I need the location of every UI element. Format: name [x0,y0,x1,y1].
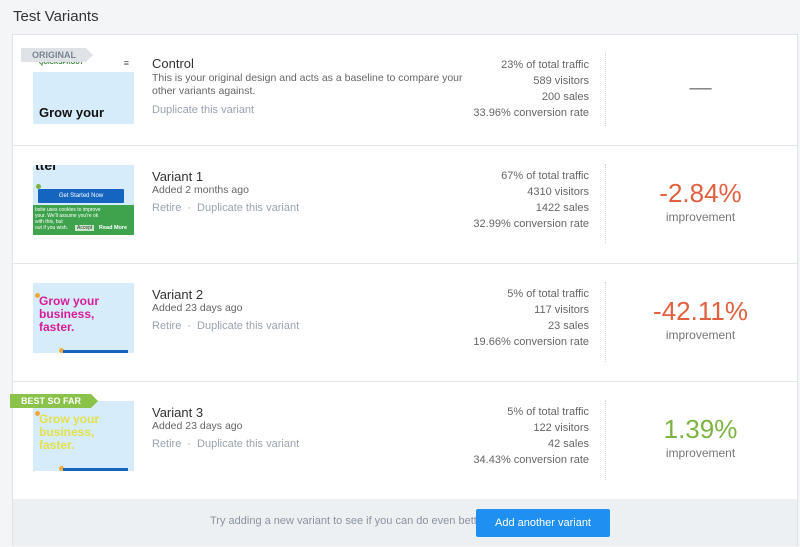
variant-result: -42.11% improvement [608,296,793,342]
link-separator: · [187,320,192,332]
improvement-value: –– [689,77,712,99]
variant-stats: 23% of total traffic 589 visitors 200 sa… [409,57,589,121]
thumb-cookie-text-2: out if you wish. [35,225,69,231]
visitors-stat: 122 visitors [533,422,589,434]
thumb-bar [63,350,128,353]
improvement-value: 1.39% [663,414,738,444]
visitors-stat: 4310 visitors [527,186,589,198]
improvement-value: -2.84% [659,178,742,208]
visitors-stat: 589 visitors [533,75,589,87]
variant-name: Control [152,56,194,71]
thumb-dot [59,348,64,353]
traffic-stat: 67% of total traffic [501,170,589,182]
link-separator: · [187,438,192,450]
improvement-value: -42.11% [653,296,748,326]
traffic-stat: 23% of total traffic [501,59,589,71]
variant-row-control: ORIGINAL QUICKSPROUT ≡ Grow your Control… [13,35,797,146]
variant-result: 1.39% improvement [608,414,793,460]
variant-stats: 5% of total traffic 122 visitors 42 sale… [409,404,589,468]
visitors-stat: 117 visitors [534,304,589,316]
variant-stats: 67% of total traffic 4310 visitors 1422 … [409,168,589,232]
thumb-cta: Get Started Now [38,189,124,203]
variant-row-2: Grow your business, faster. Variant 2 Ad… [13,264,797,382]
thumb-logo: QUICKSPROUT [39,60,84,66]
variant-name: Variant 3 [152,405,204,420]
footer-hint-text: Try adding a new variant to see if you c… [210,515,487,527]
thumb-read-more: Read More [99,225,128,231]
variant-row-1: tter Get Started Now bsite uses cookies … [13,146,797,264]
variant-thumbnail-1[interactable]: tter Get Started Now bsite uses cookies … [33,165,134,235]
traffic-stat: 5% of total traffic [507,406,589,418]
variant-name: Variant 1 [152,169,204,184]
add-variant-footer: Try adding a new variant to see if you c… [13,499,797,546]
thumb-hero-text: Grow your [39,105,105,120]
variant-result: -2.84% improvement [608,178,793,224]
retire-variant-link[interactable]: Retire [152,438,182,450]
variant-stats: 5% of total traffic 117 visitors 23 sale… [409,286,589,350]
best-so-far-ribbon: BEST SO FAR [10,394,99,408]
sales-stat: 200 sales [541,91,589,103]
sales-stat: 23 sales [548,320,589,332]
conversion-stat: 32.99% conversion rate [473,218,589,230]
conversion-stat: 34.43% conversion rate [473,454,589,466]
link-separator: · [187,202,192,214]
thumb-dot [36,184,41,189]
improvement-label: improvement [665,328,736,342]
thumb-accept: Accept [75,225,95,231]
variant-added-date: Added 23 days ago [152,420,243,432]
variant-added-date: Added 23 days ago [152,302,243,314]
traffic-stat: 5% of total traffic [507,288,589,300]
improvement-label: improvement [665,446,736,460]
variant-added-date: Added 2 months ago [152,184,249,196]
thumb-cookie-text: bsite uses cookies to improve your. We'l… [35,207,101,225]
thumb-cookie-banner: bsite uses cookies to improve your. We'l… [33,205,134,235]
sales-stat: 1422 sales [535,202,589,214]
divider [605,400,606,480]
retire-variant-link[interactable]: Retire [152,320,182,332]
divider [605,53,606,126]
thumb-bar [63,468,128,471]
thumb-dot [35,411,40,416]
improvement-label: improvement [665,210,736,224]
duplicate-variant-link[interactable]: Duplicate this variant [197,202,300,214]
retire-variant-link[interactable]: Retire [152,202,182,214]
thumb-hero-text: Grow your business, faster. [39,294,100,334]
thumb-hero-text: Grow your business, faster. [39,412,100,452]
variant-thumbnail-3[interactable]: Grow your business, faster. [33,401,134,471]
original-ribbon: ORIGINAL [21,48,93,62]
divider [605,282,606,362]
conversion-stat: 19.66% conversion rate [473,336,589,348]
divider [605,164,606,244]
variant-result: –– [608,73,793,103]
duplicate-variant-link[interactable]: Duplicate this variant [197,438,300,450]
variant-thumbnail-2[interactable]: Grow your business, faster. [33,283,134,353]
variant-row-3: BEST SO FAR Grow your business, faster. … [10,382,797,499]
duplicate-variant-link[interactable]: Duplicate this variant [197,320,300,332]
variant-name: Variant 2 [152,287,204,302]
thumb-dot [35,293,40,298]
conversion-stat: 33.96% conversion rate [473,107,589,119]
thumb-hero-text: tter [35,165,58,173]
variants-card: ORIGINAL QUICKSPROUT ≡ Grow your Control… [10,34,798,546]
section-title: Test Variants [13,8,99,25]
thumb-dot [59,466,64,471]
hamburger-menu-icon: ≡ [123,58,129,68]
sales-stat: 42 sales [548,438,589,450]
variant-description: This is your original design and acts as… [152,72,463,97]
add-another-variant-button[interactable]: Add another variant [476,509,610,537]
duplicate-variant-link[interactable]: Duplicate this variant [152,104,255,116]
variant-thumbnail-control[interactable]: QUICKSPROUT ≡ Grow your [33,54,134,124]
